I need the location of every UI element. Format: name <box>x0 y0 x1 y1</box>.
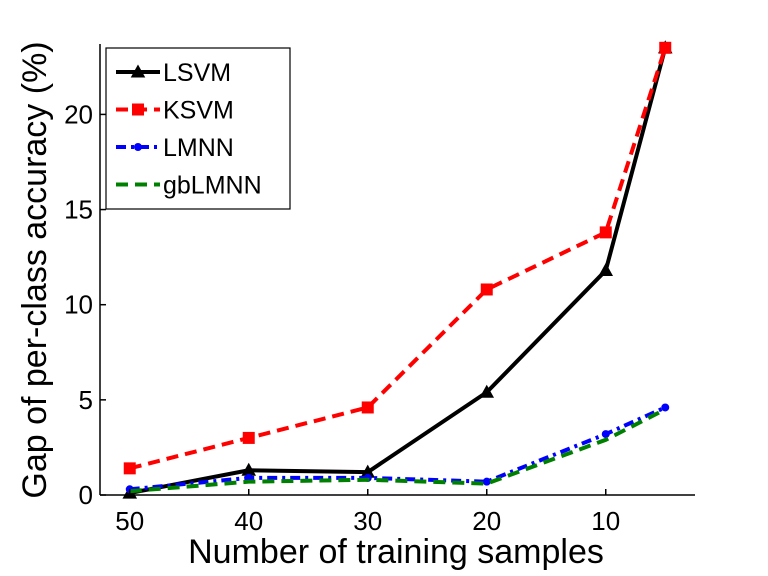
legend-marker <box>132 103 144 116</box>
y-tick-label: 0 <box>79 480 93 510</box>
series-line-gblmnn <box>129 407 667 494</box>
x-axis-title: Number of training samples <box>188 533 604 571</box>
series-ksvm <box>123 41 672 475</box>
y-tick-label: 5 <box>79 385 93 415</box>
data-point-ksvm <box>480 283 493 296</box>
legend-label: LSVM <box>163 59 231 87</box>
legend-marker <box>130 64 146 78</box>
legend-item-ksvm: KSVM <box>116 97 234 125</box>
data-point-lmnn <box>661 403 670 412</box>
x-tick-label: 50 <box>115 506 144 536</box>
data-point-lmnn <box>601 430 610 439</box>
series-line-ksvm <box>129 47 668 471</box>
legend: LSVM KSVM LMNN gbLMNN <box>105 47 291 210</box>
series-gblmnn <box>129 407 667 494</box>
data-point-lmnn <box>482 477 491 486</box>
legend-label: LMNN <box>163 134 234 162</box>
y-tick-label: 15 <box>64 195 93 225</box>
y-tick-label: 20 <box>64 99 93 129</box>
legend-marker <box>134 143 142 151</box>
x-tick-label: 40 <box>234 506 263 536</box>
legend-item-lmnn: LMNN <box>116 134 234 162</box>
legend-label: KSVM <box>163 97 234 125</box>
series-layer <box>122 40 673 499</box>
axes: 0 5 10 15 20 50 40 30 20 10 <box>64 44 695 536</box>
y-axis-title: Gap of per-class accuracy (%) <box>16 41 54 498</box>
series-line-lmnn <box>129 405 667 492</box>
legend-item-gblmnn: gbLMNN <box>116 172 262 200</box>
data-point-ksvm <box>599 226 612 239</box>
x-tick-label: 20 <box>472 506 501 536</box>
y-tick-label: 10 <box>64 290 93 320</box>
x-tick-label: 30 <box>353 506 382 536</box>
series-lsvm <box>122 40 673 499</box>
data-point-ksvm <box>123 462 136 475</box>
legend-label: gbLMNN <box>163 172 262 200</box>
series-line-lsvm <box>129 47 668 496</box>
data-point-lsvm <box>598 262 614 277</box>
data-point-ksvm <box>242 431 255 444</box>
data-point-ksvm <box>659 41 672 54</box>
data-point-ksvm <box>361 401 374 414</box>
x-tick-label: 10 <box>591 506 620 536</box>
legend-item-lsvm: LSVM <box>116 59 231 87</box>
data-point-lsvm <box>479 384 495 398</box>
